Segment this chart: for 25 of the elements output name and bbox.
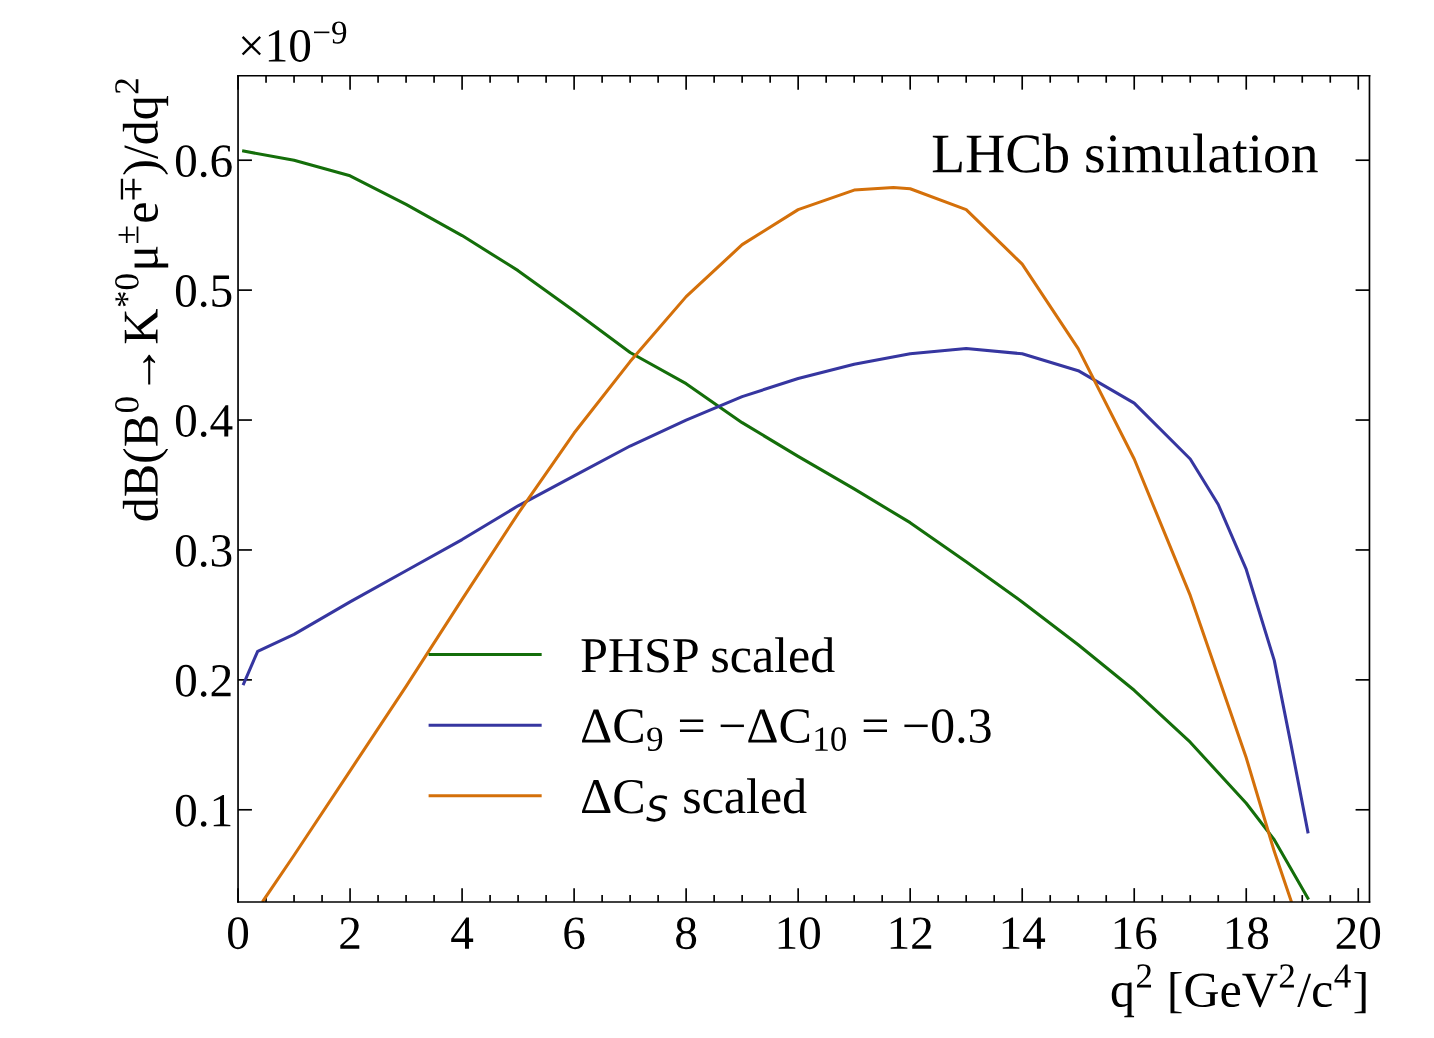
y-tick-label: 0.2	[175, 664, 231, 697]
y-tick-label: 0.5	[175, 275, 232, 308]
y-tick-label: 0.4	[175, 405, 233, 438]
x-tick-label: 12	[890, 917, 932, 949]
x-tick-label: 0	[228, 917, 249, 950]
x-tick-label: 2	[340, 917, 360, 949]
legend-label: PHSP scaled	[581, 637, 835, 673]
x-tick-label: 6	[564, 917, 585, 950]
x-axis-title: q$^{2}$ [GeV$^{2}$/c$^{4}$]	[1111, 964, 1366, 1018]
x-tick-label: 10	[778, 917, 820, 950]
y-tick-label: 0.3	[175, 534, 232, 568]
legend-label: ΔC$_{S}$ scaled	[582, 778, 807, 822]
line-series	[242, 347, 1310, 834]
x-tick-label: 18	[1226, 917, 1269, 950]
x-tick-label: 4	[451, 917, 474, 949]
x-tick-label: 14	[1002, 917, 1046, 949]
annotation: LHCb simulation	[932, 133, 1318, 173]
y-tick-label: 0.6	[175, 145, 232, 178]
x-tick-label: 20	[1336, 917, 1381, 950]
x-tick-label: 16	[1114, 917, 1157, 950]
text: ×10$^{−9}$	[241, 21, 347, 62]
legend-label: ΔC$_{9}$ = −ΔC$_{10}$ = −0.3	[582, 709, 991, 751]
x-tick-label: 8	[676, 917, 697, 950]
y-tick-label: 0.1	[175, 794, 231, 827]
text: dB(B$^{0}$→K$^{*0}$μ$^{±}$e$^{∓}$)/dq$^{2}$	[115, 79, 169, 521]
